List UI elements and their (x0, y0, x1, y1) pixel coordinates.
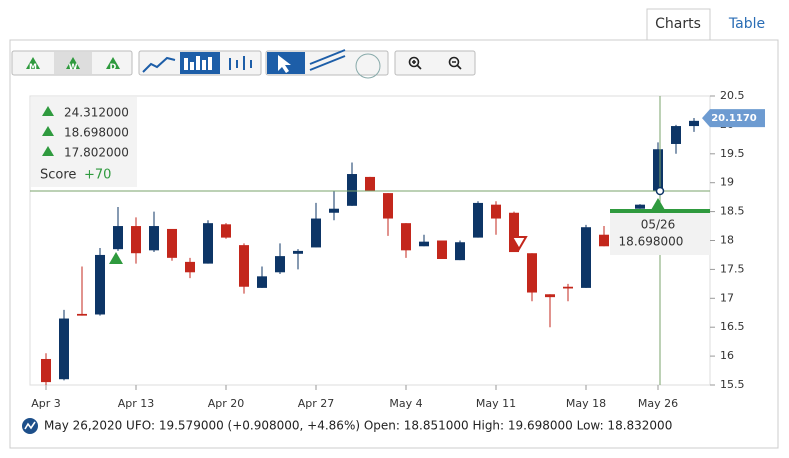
candle-body (59, 318, 69, 380)
sell-signal (510, 236, 528, 251)
candle-body (311, 218, 321, 248)
candle-body (275, 256, 285, 273)
y-tick-label: 18.5 (720, 205, 745, 218)
info-daily: 17.802000 (64, 146, 129, 160)
x-tick-label: May 26 (638, 397, 678, 410)
y-tick-label: 17 (720, 291, 734, 304)
charts-tab[interactable]: Charts (655, 16, 701, 32)
candle-body (257, 276, 267, 288)
y-tick-label: 17.5 (720, 262, 745, 275)
footer-text: May 26,2020 UFO: 19.579000 (+0.908000, +… (44, 419, 672, 433)
footer-glyph (24, 421, 36, 430)
x-tick-label: May 11 (476, 397, 516, 410)
candle-body (167, 228, 177, 258)
zoom-out[interactable] (448, 56, 460, 68)
y-tick-label: 19.5 (720, 147, 745, 160)
zoom-out-glyph (452, 61, 462, 70)
info-monthly: 24.312000 (64, 106, 129, 120)
y-tick-label: 18 (720, 234, 734, 247)
crosshair-date: 05/26 (641, 218, 676, 232)
candle-body (563, 286, 573, 289)
candle-body (347, 174, 357, 206)
toolbar: M W D (11, 49, 476, 79)
fib-icon (355, 53, 381, 79)
candle-body (77, 313, 87, 316)
candle-body (419, 241, 429, 247)
crosshair-point (655, 186, 665, 196)
period-w[interactable]: W (69, 63, 78, 72)
candle-body (671, 126, 681, 144)
x-tick-label: May 18 (566, 397, 606, 410)
y-tick-label: 19 (720, 176, 734, 189)
info-weekly: 18.698000 (64, 126, 129, 140)
candle-body (473, 202, 483, 238)
x-tick-label: May 4 (389, 397, 422, 410)
tab-border (646, 8, 711, 40)
candle-body (437, 240, 447, 259)
panel (9, 39, 779, 449)
zoom-in[interactable] (408, 56, 420, 68)
candle-body (221, 224, 231, 238)
x-tick-label: Apr 3 (31, 397, 61, 410)
y-tick-label: 16.5 (720, 320, 745, 333)
candle-body (599, 234, 609, 247)
candle-body (527, 253, 537, 293)
score-value: +70 (84, 168, 111, 183)
candle-body (365, 176, 375, 192)
x-tick-label: Apr 20 (208, 397, 245, 410)
candle-body (455, 242, 465, 261)
ohlc-icon (229, 56, 252, 70)
candle-body (149, 226, 159, 251)
candle-body (185, 261, 195, 273)
candle-body (545, 294, 555, 298)
candle-body (203, 223, 213, 264)
candle-body (131, 226, 141, 254)
y-tick-label: 20.5 (720, 89, 745, 102)
buy-signal (109, 252, 123, 264)
candle-icon (184, 56, 212, 70)
y-tick-label: 16 (720, 349, 734, 362)
period-icons (26, 57, 120, 69)
candle-body (581, 227, 591, 288)
candle-body (113, 226, 123, 250)
crosshair-value: 18.698000 (619, 235, 684, 249)
period-d[interactable]: D (110, 63, 117, 72)
candle-body (491, 204, 501, 219)
zoom-in-glyph (412, 60, 422, 70)
info-icons (42, 106, 54, 156)
y-tick-label: 15.5 (720, 378, 745, 391)
trend-icon (309, 49, 346, 71)
candle-body (635, 204, 645, 209)
candle-body (95, 254, 105, 315)
candle-body (401, 223, 411, 251)
x-tick-label: Apr 13 (118, 397, 155, 410)
candle-body (653, 149, 663, 192)
table-tab[interactable]: Table (728, 16, 765, 32)
zoom-group[interactable] (394, 50, 476, 76)
candle-body (41, 358, 51, 383)
last-price-flag (702, 109, 765, 128)
crosshair-box (610, 213, 710, 255)
candle-body (689, 120, 699, 127)
score-label: Score (40, 168, 76, 183)
last-price-label: 20.1170 (711, 113, 757, 124)
line-icon (142, 56, 176, 73)
candle-body (383, 193, 393, 219)
candle-body (329, 208, 339, 213)
candle-body (509, 212, 519, 253)
period-m[interactable]: M (29, 63, 37, 72)
buy-signal (651, 198, 665, 210)
pointer-icon (278, 55, 291, 73)
candle-body (293, 250, 303, 254)
candle-body (239, 245, 249, 287)
x-tick-label: Apr 27 (298, 397, 335, 410)
